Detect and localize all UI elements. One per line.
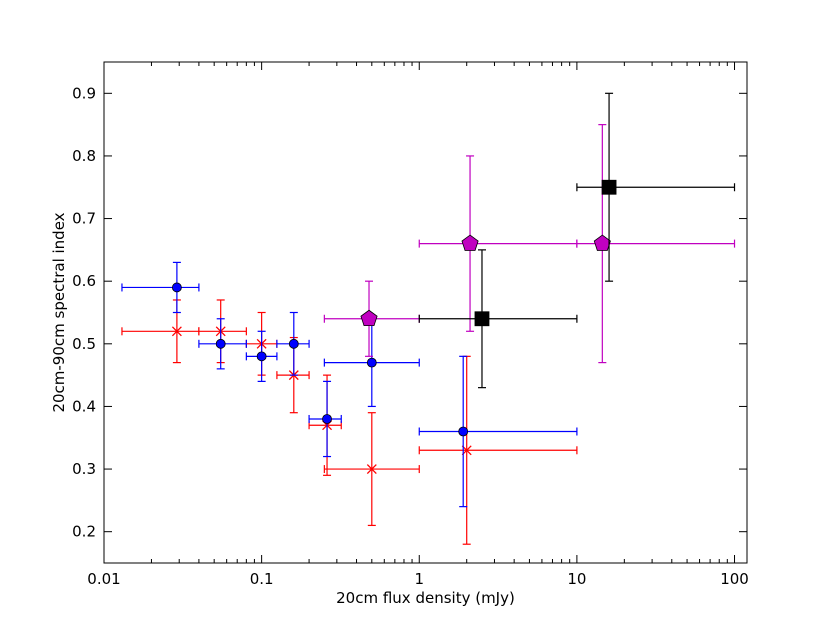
blue-circle-series — [121, 261, 578, 508]
plot-frame — [103, 61, 748, 564]
y-axis-label: 20cm-90cm spectral index — [50, 212, 68, 412]
y-tick-label: 0.8 — [72, 147, 96, 165]
y-tick-label: 0.7 — [72, 210, 96, 228]
square-marker — [474, 311, 490, 327]
x-axis-ticks: 0.01 0.1 1 10 100 — [87, 62, 749, 588]
pentagon-marker — [593, 234, 611, 251]
data-point — [323, 318, 420, 408]
y-tick-label: 0.6 — [72, 272, 96, 290]
x-tick-label: 1 — [414, 570, 424, 588]
data-point — [308, 374, 342, 476]
pentagon-marker — [360, 309, 378, 327]
data-point — [323, 412, 420, 527]
data-point — [198, 318, 247, 370]
y-axis-ticks: 0.2 0.3 0.4 0.5 0.6 0.7 0.8 0.9 — [72, 84, 747, 541]
y-tick-label: 0.5 — [72, 335, 96, 353]
circle-marker — [366, 357, 377, 368]
data-point — [308, 380, 342, 458]
data-point — [121, 299, 200, 364]
data-point — [198, 299, 247, 364]
plot-area — [121, 92, 736, 545]
data-point — [418, 355, 578, 508]
data-point — [121, 261, 200, 314]
cross-marker — [171, 326, 182, 337]
red-cross-series — [121, 299, 578, 545]
data-point — [245, 330, 278, 382]
x-axis-label: 20cm flux density (mJy) — [336, 589, 515, 607]
circle-marker — [171, 282, 182, 293]
data-point — [323, 280, 420, 357]
cross-marker — [366, 464, 377, 475]
data-point — [418, 249, 578, 389]
data-point — [418, 355, 578, 545]
circle-marker — [322, 414, 332, 424]
y-tick-label: 0.4 — [72, 397, 96, 415]
y-tick-label: 0.2 — [72, 523, 96, 541]
circle-marker — [458, 426, 469, 437]
square-marker — [601, 179, 617, 195]
x-tick-label: 100 — [720, 570, 749, 588]
circle-marker — [215, 338, 226, 349]
data-point — [576, 124, 736, 364]
data-point — [418, 155, 578, 332]
black-square-series — [418, 92, 736, 389]
circle-marker — [288, 338, 299, 349]
data-point — [576, 92, 736, 282]
circle-marker — [256, 351, 267, 362]
magenta-pentagon-series — [323, 124, 736, 364]
x-tick-label: 10 — [567, 570, 586, 588]
pentagon-marker — [461, 234, 479, 251]
data-point — [276, 311, 310, 376]
y-tick-label: 0.9 — [72, 84, 96, 102]
x-tick-label: 0.1 — [250, 570, 274, 588]
y-tick-label: 0.3 — [72, 460, 96, 478]
x-tick-label: 0.01 — [87, 570, 120, 588]
